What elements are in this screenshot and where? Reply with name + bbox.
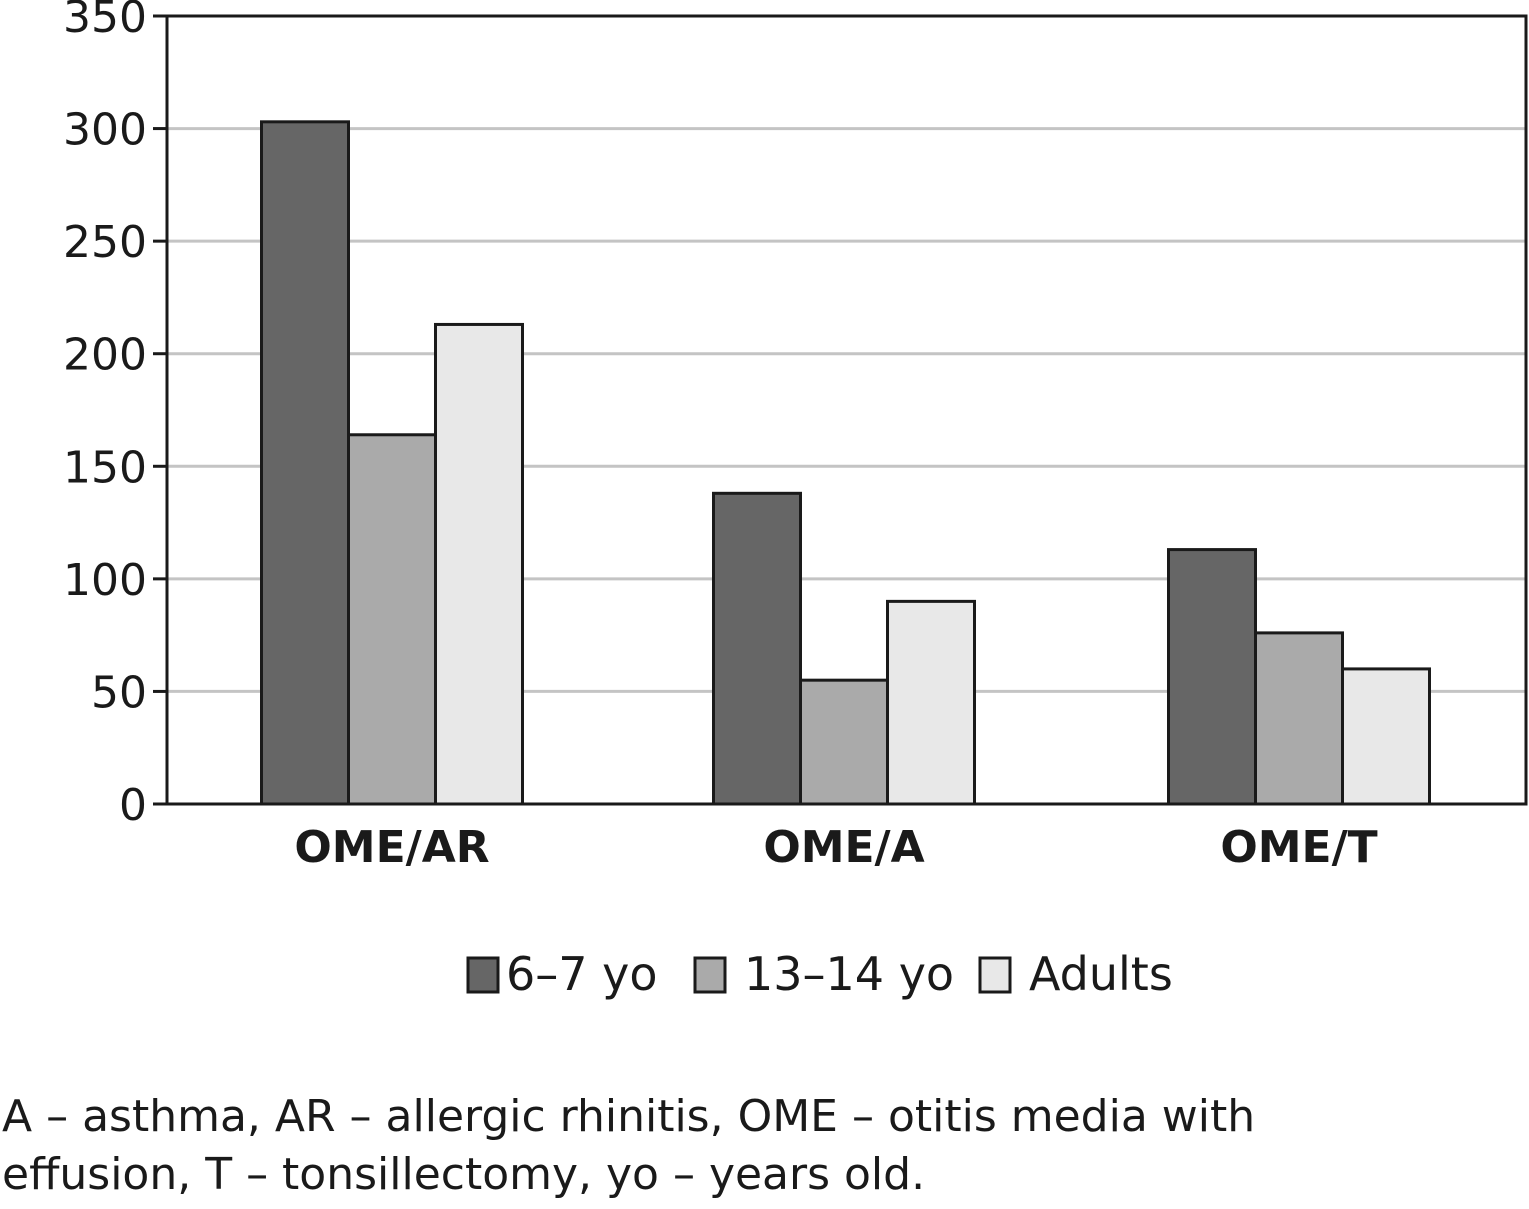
y-tick-label: 300 [63,105,147,156]
y-tick-label: 150 [63,442,147,493]
figure-caption: A – asthma, AR – allergic rhinitis, OME … [2,1088,1502,1204]
y-tick-label: 50 [91,667,147,718]
legend-swatch-2 [693,956,727,994]
bar-2-2 [799,678,889,806]
x-category-label: OME/A [763,822,924,873]
x-category-label: OME/AR [294,822,489,873]
y-tick-label: 0 [119,780,147,831]
bar-2-1 [347,433,437,806]
legend-label-2: 13–14 yo [744,947,954,1001]
x-category-label: OME/T [1220,822,1377,873]
legend-swatch-3 [978,956,1012,994]
y-tick-label: 350 [63,0,147,43]
bar-1-3 [1167,548,1257,806]
bar-2-3 [1254,631,1344,806]
legend-label-3: Adults [1029,947,1173,1001]
plot-frame [165,14,1528,806]
caption-line-2: effusion, T – tonsillectomy, yo – years … [2,1149,926,1200]
bar-3-1 [434,322,524,806]
y-tick-label: 200 [63,330,147,381]
bar-chart: 0 50 100 150 200 250 300 350 OME/AR OME/A OME/T 6–7… [63,0,1528,1001]
legend-swatch-1 [466,956,500,994]
bar-3-3 [1341,667,1431,806]
bar-1-1 [260,120,350,806]
y-tick-label: 100 [63,555,147,606]
caption-line-1: A – asthma, AR – allergic rhinitis, OME … [2,1091,1256,1142]
bar-3-2 [886,599,976,806]
y-tick-label: 250 [63,217,147,268]
legend-label-1: 6–7 yo [506,947,658,1001]
bar-1-2 [712,491,802,806]
